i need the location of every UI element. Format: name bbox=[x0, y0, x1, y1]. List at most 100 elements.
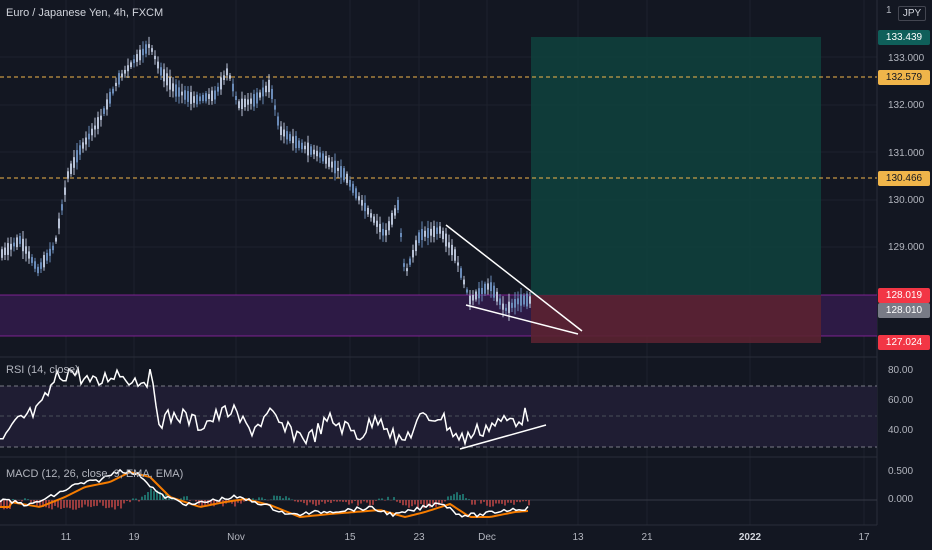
candle bbox=[235, 95, 237, 101]
candle bbox=[520, 294, 522, 306]
candle bbox=[310, 146, 312, 155]
macd-hist-bar bbox=[147, 492, 149, 500]
candle bbox=[358, 196, 360, 201]
candle bbox=[244, 98, 246, 108]
macd-hist-bar bbox=[159, 491, 161, 500]
rsi-trendline[interactable] bbox=[459, 424, 547, 450]
macd-hist-bar bbox=[360, 500, 362, 504]
macd-hist-bar bbox=[402, 500, 404, 506]
candle bbox=[295, 135, 297, 149]
candle bbox=[142, 48, 144, 56]
candle bbox=[385, 229, 387, 236]
macd-hist-bar bbox=[117, 500, 119, 507]
macd-hist-bar bbox=[150, 488, 152, 500]
macd-hist-bar bbox=[123, 500, 125, 504]
macd-axis-tick: 0.000 bbox=[888, 494, 914, 505]
macd-hist-bar bbox=[189, 500, 191, 501]
candle bbox=[367, 207, 369, 215]
macd-hist-bar bbox=[84, 500, 86, 505]
candle bbox=[49, 248, 51, 256]
long-position-stop-zone[interactable] bbox=[531, 295, 821, 343]
macd-hist-bar bbox=[366, 500, 368, 503]
macd-hist-bar bbox=[90, 500, 92, 508]
price-axis-tick: 129.000 bbox=[888, 242, 925, 253]
candle bbox=[103, 108, 105, 114]
macd-hist-bar bbox=[351, 500, 353, 504]
long-position-target-zone[interactable] bbox=[531, 37, 821, 295]
macd-hist-bar bbox=[75, 500, 77, 510]
candle bbox=[31, 257, 33, 263]
macd-hist-bar bbox=[465, 498, 467, 500]
macd-hist-bar bbox=[66, 500, 68, 508]
macd-hist-bar bbox=[27, 499, 29, 500]
macd-hist-bar bbox=[135, 498, 137, 500]
candle bbox=[352, 183, 354, 193]
wedge-lower-trendline[interactable] bbox=[465, 304, 579, 335]
candle bbox=[511, 302, 513, 308]
candle bbox=[478, 288, 480, 299]
macd-hist-bar bbox=[126, 500, 128, 502]
macd-hist-bar bbox=[480, 500, 482, 504]
macd-hist-bar bbox=[30, 500, 32, 503]
macd-hist-bar bbox=[252, 498, 254, 500]
candle bbox=[52, 245, 54, 251]
candle bbox=[463, 279, 465, 285]
candle bbox=[16, 237, 18, 248]
candle bbox=[283, 129, 285, 137]
macd-hist-bar bbox=[375, 500, 377, 501]
macd-hist-bar bbox=[78, 500, 80, 508]
candle bbox=[364, 202, 366, 212]
time-axis-tick: 23 bbox=[413, 532, 425, 543]
candle bbox=[472, 294, 474, 301]
macd-hist-bar bbox=[294, 500, 296, 502]
candle bbox=[175, 84, 177, 97]
macd-hist-bar bbox=[234, 500, 236, 507]
candle bbox=[247, 99, 249, 105]
candle bbox=[172, 83, 174, 92]
macd-hist-bar bbox=[459, 494, 461, 500]
candle bbox=[343, 168, 345, 181]
macd-hist-bar bbox=[423, 500, 425, 509]
macd-hist-bar bbox=[273, 495, 275, 500]
candle bbox=[19, 236, 21, 244]
macd-line bbox=[0, 468, 529, 518]
candle bbox=[127, 65, 129, 72]
candle bbox=[421, 229, 423, 240]
wedge-upper-trendline[interactable] bbox=[445, 224, 583, 332]
macd-hist-bar bbox=[195, 500, 197, 502]
macd-hist-bar bbox=[381, 498, 383, 500]
macd-hist-bar bbox=[468, 499, 470, 500]
macd-hist-bar bbox=[426, 500, 428, 506]
macd-hist-bar bbox=[141, 496, 143, 500]
stop-price-tag: 127.024 bbox=[878, 335, 930, 350]
candle bbox=[25, 246, 27, 254]
macd-hist-bar bbox=[507, 500, 509, 503]
candle bbox=[436, 227, 438, 234]
candle bbox=[145, 44, 147, 54]
macd-hist-bar bbox=[33, 500, 35, 504]
scale-toggle[interactable]: 1 bbox=[886, 5, 892, 16]
candle bbox=[313, 149, 315, 155]
candle bbox=[4, 247, 6, 255]
candle bbox=[460, 268, 462, 278]
currency-label[interactable]: JPY bbox=[898, 6, 926, 21]
macd-hist-bar bbox=[513, 500, 515, 505]
candle bbox=[277, 116, 279, 126]
macd-hist-bar bbox=[522, 500, 524, 502]
macd-hist-bar bbox=[363, 500, 365, 502]
candle bbox=[193, 96, 195, 103]
candle bbox=[451, 244, 453, 256]
level-price-tag: 130.466 bbox=[878, 171, 930, 186]
candle bbox=[58, 218, 60, 229]
candle bbox=[133, 59, 135, 64]
candle bbox=[454, 249, 456, 261]
candle bbox=[64, 187, 66, 195]
macd-hist-bar bbox=[339, 500, 341, 502]
candle bbox=[79, 145, 81, 155]
macd-hist-bar bbox=[396, 500, 398, 502]
candle bbox=[286, 131, 288, 140]
macd-hist-bar bbox=[276, 495, 278, 500]
rsi-line bbox=[0, 365, 529, 447]
macd-hist-bar bbox=[138, 500, 140, 502]
